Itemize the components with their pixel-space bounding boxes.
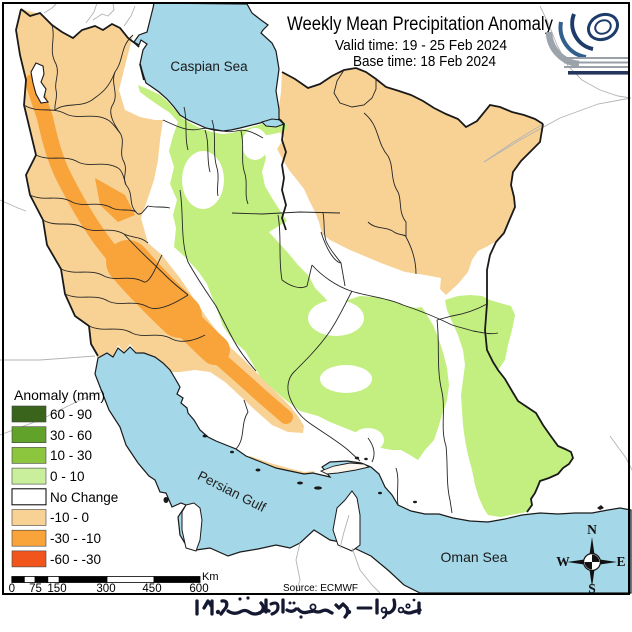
- svg-text:600: 600: [189, 583, 208, 595]
- svg-text:W: W: [556, 554, 570, 569]
- svg-text:Oman Sea: Oman Sea: [441, 549, 508, 565]
- svg-text:300: 300: [96, 583, 115, 595]
- svg-text:75: 75: [29, 583, 42, 595]
- svg-text:60 - 90: 60 - 90: [50, 407, 92, 422]
- svg-text:150: 150: [47, 583, 66, 595]
- svg-text:Weekly Mean Precipitation Ano: Weekly Mean Precipitation Anomaly: [287, 14, 553, 35]
- svg-text:450: 450: [142, 583, 161, 595]
- svg-text:10 - 30: 10 - 30: [50, 448, 92, 463]
- svg-text:Base time: 18 Feb 2024: Base time: 18 Feb 2024: [353, 53, 496, 70]
- svg-text:E: E: [616, 554, 625, 569]
- svg-text:Caspian Sea: Caspian Sea: [170, 59, 248, 74]
- svg-text:Valid time: 19 - 25 Feb 2024: Valid time: 19 - 25 Feb 2024: [335, 37, 507, 54]
- svg-text:S: S: [588, 581, 596, 596]
- svg-text:Source: ECMWF: Source: ECMWF: [283, 583, 358, 594]
- svg-text:No Change: No Change: [50, 490, 118, 505]
- svg-text:0 - 10: 0 - 10: [50, 469, 85, 484]
- svg-text:-10 - 0: -10 - 0: [50, 510, 89, 525]
- svg-text:Anomaly (mm): Anomaly (mm): [14, 387, 105, 403]
- svg-text:-30 - -10: -30 - -10: [50, 531, 101, 546]
- svg-text:N: N: [587, 522, 597, 537]
- svg-text:-60 - -30: -60 - -30: [50, 552, 101, 567]
- svg-text:30 - 60: 30 - 60: [50, 428, 92, 443]
- svg-text:Km: Km: [202, 571, 219, 583]
- svg-text:0: 0: [9, 583, 15, 595]
